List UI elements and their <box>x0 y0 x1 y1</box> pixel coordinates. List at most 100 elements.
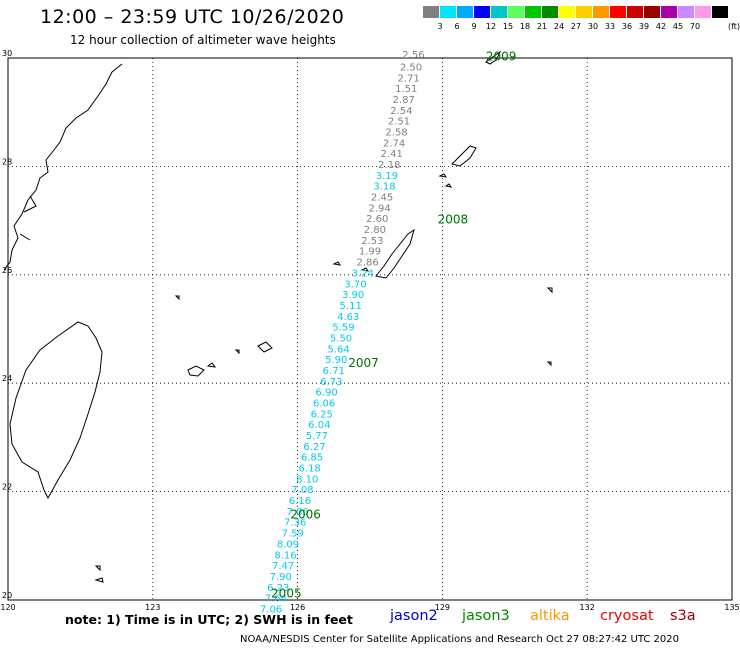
graticule <box>7 57 733 601</box>
swh-value: 6.27 <box>303 442 325 453</box>
colorbar-swatch <box>661 6 678 18</box>
amami-island <box>451 145 477 167</box>
swh-value: 8.10 <box>296 474 318 485</box>
swh-value: 2.80 <box>364 225 386 236</box>
swh-value: 6.23 <box>267 583 289 594</box>
colorbar-swatch <box>440 6 457 18</box>
colorbar-tick-label: 18 <box>519 22 531 31</box>
colorbar-swatch <box>508 6 525 18</box>
swh-value: 2.41 <box>381 149 403 160</box>
satellite-name-cryosat: cryosat <box>600 608 654 624</box>
colorbar-tick-label: 21 <box>536 22 548 31</box>
satellite-name-jason2: jason2 <box>390 608 438 624</box>
colorbar-tick-label: 3 <box>437 22 443 31</box>
swh-value: 2.54 <box>390 106 412 117</box>
swh-value: 1.99 <box>359 247 381 258</box>
lat-tick-label: 22 <box>2 483 12 492</box>
small-islands <box>94 173 553 583</box>
miyako-island <box>257 341 273 353</box>
satellite-track: 2.562.502.711.512.872.542.512.582.742.41… <box>260 50 425 615</box>
lon-tick-label: 129 <box>435 603 450 612</box>
swh-value: 7.06 <box>286 507 308 518</box>
swh-value: 5.64 <box>327 344 349 355</box>
satellite-name-jason3: jason3 <box>462 608 510 624</box>
swh-value: 5.11 <box>340 301 362 312</box>
swh-value: 3.70 <box>344 279 366 290</box>
swh-value: 5.59 <box>332 323 354 334</box>
lat-tick-label: 30 <box>2 49 12 58</box>
lat-tick-label: 24 <box>2 374 12 383</box>
colorbar-unit: (ft) <box>728 22 740 31</box>
swh-value: 2.58 <box>385 128 407 139</box>
swh-value: 3.19 <box>376 171 398 182</box>
colorbar-tick-label: 30 <box>587 22 599 31</box>
swh-value: 5.90 <box>325 355 347 366</box>
lon-tick-label: 126 <box>290 603 305 612</box>
swh-value: 2.94 <box>369 203 391 214</box>
lon-tick-label: 120 <box>0 603 15 612</box>
swh-value: 6.18 <box>299 464 321 475</box>
colorbar-tick-label: 45 <box>672 22 684 31</box>
lon-tick-label: 123 <box>145 603 160 612</box>
colorbar-tick-label: 15 <box>502 22 514 31</box>
colorbar-tick-label: 39 <box>638 22 650 31</box>
colorbar-tick-label: 70 <box>689 22 701 31</box>
colorbar-swatch <box>474 6 491 18</box>
lon-tick-label: 135 <box>724 603 739 612</box>
pass-number-label: 2006 <box>290 508 321 522</box>
swh-value: 6.71 <box>323 366 345 377</box>
swh-value: 7.06 <box>260 604 282 615</box>
lat-tick-label: 26 <box>2 266 12 275</box>
colorbar-tick-label: 33 <box>604 22 616 31</box>
colorbar-swatch <box>423 6 440 18</box>
pass-number-label: 2009 <box>486 50 517 64</box>
swh-value: 4.63 <box>337 312 359 323</box>
swh-value: 6.04 <box>308 420 330 431</box>
swh-value: 2.87 <box>393 95 415 106</box>
swh-value: 2.86 <box>356 258 378 269</box>
kyushu-tip <box>485 50 502 65</box>
swh-value: 2.18 <box>378 160 400 171</box>
china-coastline <box>3 63 123 271</box>
colorbar-swatch <box>542 6 559 18</box>
swh-value: 6.06 <box>313 399 335 410</box>
colorbar-swatch <box>678 6 695 18</box>
swh-value: 7.90 <box>270 572 292 583</box>
colorbar-tick-label: 24 <box>553 22 565 31</box>
colorbar-tick-label: 12 <box>485 22 497 31</box>
colorbar-swatch <box>559 6 576 18</box>
swh-value: 5.50 <box>330 333 352 344</box>
axis-labels: 120 123 126 129 132 135 30 28 26 24 22 20 <box>0 49 739 612</box>
taiwan-island <box>9 321 103 500</box>
colorbar-swatch <box>627 6 644 18</box>
colorbar-swatch <box>610 6 627 18</box>
swh-value: 3.90 <box>342 290 364 301</box>
swh-value: 3.24 <box>352 268 374 279</box>
colorbar-swatch <box>491 6 508 18</box>
colorbar-swatch <box>695 6 712 18</box>
swh-value: 2.53 <box>361 236 383 247</box>
swh-value: 8.16 <box>274 550 296 561</box>
swh-value: 6.90 <box>315 388 337 399</box>
colorbar-tick-label: 42 <box>655 22 667 31</box>
swh-value: 3.18 <box>373 182 395 193</box>
okinawa-island <box>375 228 415 279</box>
swh-value: 8.09 <box>277 539 299 550</box>
map-title: 12:00 – 23:59 UTC 10/26/2020 <box>40 6 345 28</box>
lat-tick-label: 20 <box>2 591 12 600</box>
swh-value: 6.73 <box>320 377 342 388</box>
swh-value: 7.47 <box>272 561 294 572</box>
satellite-name-altika: altika <box>530 608 570 624</box>
colorbar-tick-label: 27 <box>570 22 582 31</box>
colorbar-swatch <box>576 6 593 18</box>
swh-value: 2.56 <box>402 50 424 61</box>
swh-value: 5.77 <box>306 431 328 442</box>
colorbar-tick-label: 9 <box>471 22 477 31</box>
satellite-name-s3a: s3a <box>670 608 696 624</box>
pass-labels: 2009 2008 2007 2006 2005 <box>271 50 516 601</box>
pass-number-label: 2007 <box>348 356 379 370</box>
swh-value: 2.50 <box>400 62 422 73</box>
colorbar-swatch <box>457 6 474 18</box>
